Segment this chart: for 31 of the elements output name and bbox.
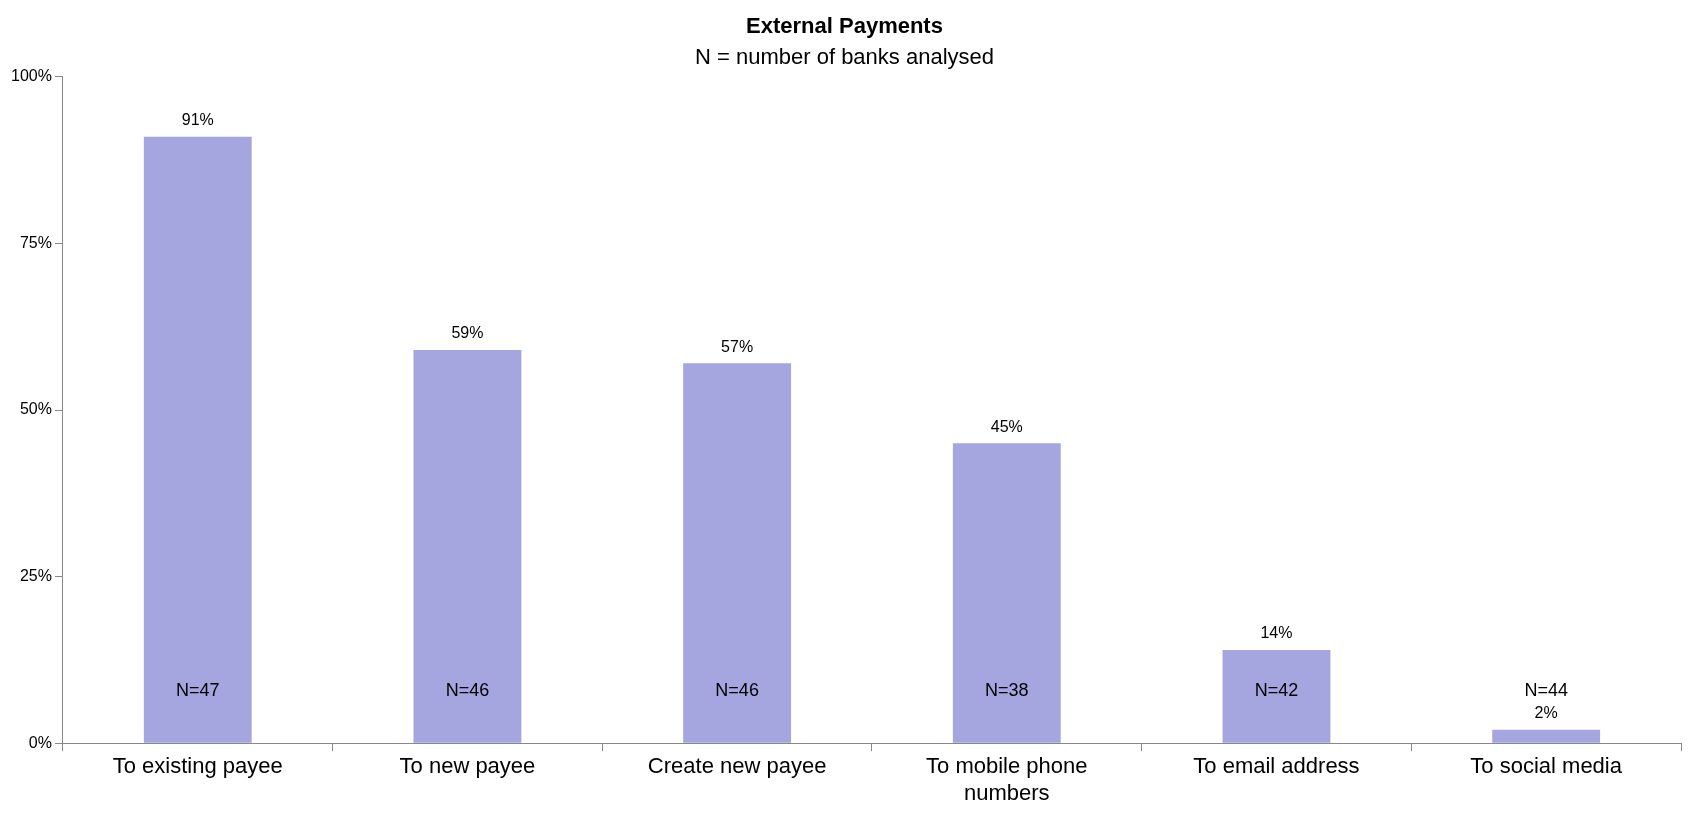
chart-subtitle: N = number of banks analysed <box>694 43 995 69</box>
chart-title: External Payments <box>746 13 943 39</box>
annotation: N=46 <box>715 680 759 701</box>
y-tick-label: 75% <box>19 233 52 251</box>
x-tick-label: To social media <box>1470 753 1623 779</box>
y-tick-label: 50% <box>19 400 52 418</box>
bar <box>683 363 792 743</box>
data-label: 45% <box>990 417 1023 435</box>
data-label: 2% <box>1534 704 1558 722</box>
x-tick-label: To existing payee <box>112 753 283 779</box>
bar <box>143 136 252 743</box>
annotation: N=44 <box>1524 680 1568 701</box>
x-tick-label: Create new payee <box>647 753 827 779</box>
bar <box>952 443 1061 743</box>
y-tick-label: 25% <box>19 567 52 585</box>
data-label: 14% <box>1260 624 1293 642</box>
bar <box>1492 729 1601 743</box>
data-label: 59% <box>451 324 484 342</box>
annotation: N=47 <box>175 680 220 701</box>
data-label: 91% <box>181 111 214 129</box>
y-tick-label: 100% <box>11 67 52 85</box>
y-tick-label: 0% <box>28 733 52 751</box>
annotation: N=38 <box>985 680 1029 701</box>
data-label: 57% <box>721 337 754 355</box>
annotation: N=42 <box>1254 680 1299 701</box>
bar <box>413 350 522 743</box>
bar <box>1222 649 1331 743</box>
x-tick-label: To mobile phone numbers <box>926 753 1088 805</box>
annotation: N=46 <box>445 680 490 701</box>
x-tick-label: To new payee <box>399 753 536 779</box>
x-tick-label: To email address <box>1193 753 1360 779</box>
